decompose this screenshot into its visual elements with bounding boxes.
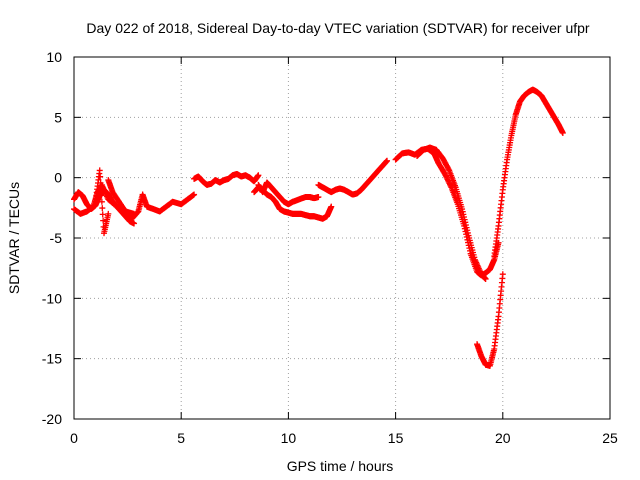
y-tick-label: -20 [42,411,62,427]
x-tick-label: 20 [495,430,511,446]
x-axis-label: GPS time / hours [287,458,394,474]
data-point [105,210,112,217]
y-tick-label: 5 [54,109,62,125]
data-point [499,271,506,278]
y-tick-label: -15 [42,351,62,367]
data-point [191,191,198,198]
data-point [97,179,104,186]
data-point [99,205,106,212]
y-tick-label: -5 [50,230,63,246]
x-tick-label: 10 [281,430,297,446]
data-points [71,86,566,369]
x-tick-label: 25 [602,430,618,446]
chart-title: Day 022 of 2018, Sidereal Day-to-day VTE… [86,20,590,36]
data-point [98,186,105,193]
x-tick-label: 15 [388,430,404,446]
data-point [255,172,262,179]
series-seg11 [474,271,506,369]
data-point [131,220,138,227]
axis-ticks [73,56,611,420]
data-point [328,203,335,210]
x-tick-labels: 0 5 10 15 20 25 [70,430,618,446]
data-point [482,276,489,283]
series-seg5 [191,171,262,188]
y-axis-label: SDTVAR / TECUs [6,182,22,294]
y-tick-labels: -20 -15 -10 -5 0 5 10 [42,49,62,427]
y-tick-label: 10 [46,49,62,65]
series-seg3 [92,167,112,237]
data-point [99,211,106,218]
series-seg7 [255,179,322,208]
data-point [96,167,103,174]
y-tick-label: -10 [42,290,62,306]
data-point [559,130,566,137]
grid-lines [74,57,610,419]
series-seg4 [105,177,198,222]
series-seg10 [414,144,489,283]
data-point [98,198,105,205]
x-tick-label: 0 [70,430,78,446]
data-point [97,173,104,180]
x-tick-label: 5 [177,430,185,446]
data-point [98,192,105,199]
series-seg8 [315,157,391,198]
data-point [384,157,391,164]
data-point [100,217,107,224]
series-seg12 [491,86,566,260]
data-point [315,193,322,200]
y-tick-label: 0 [54,170,62,186]
